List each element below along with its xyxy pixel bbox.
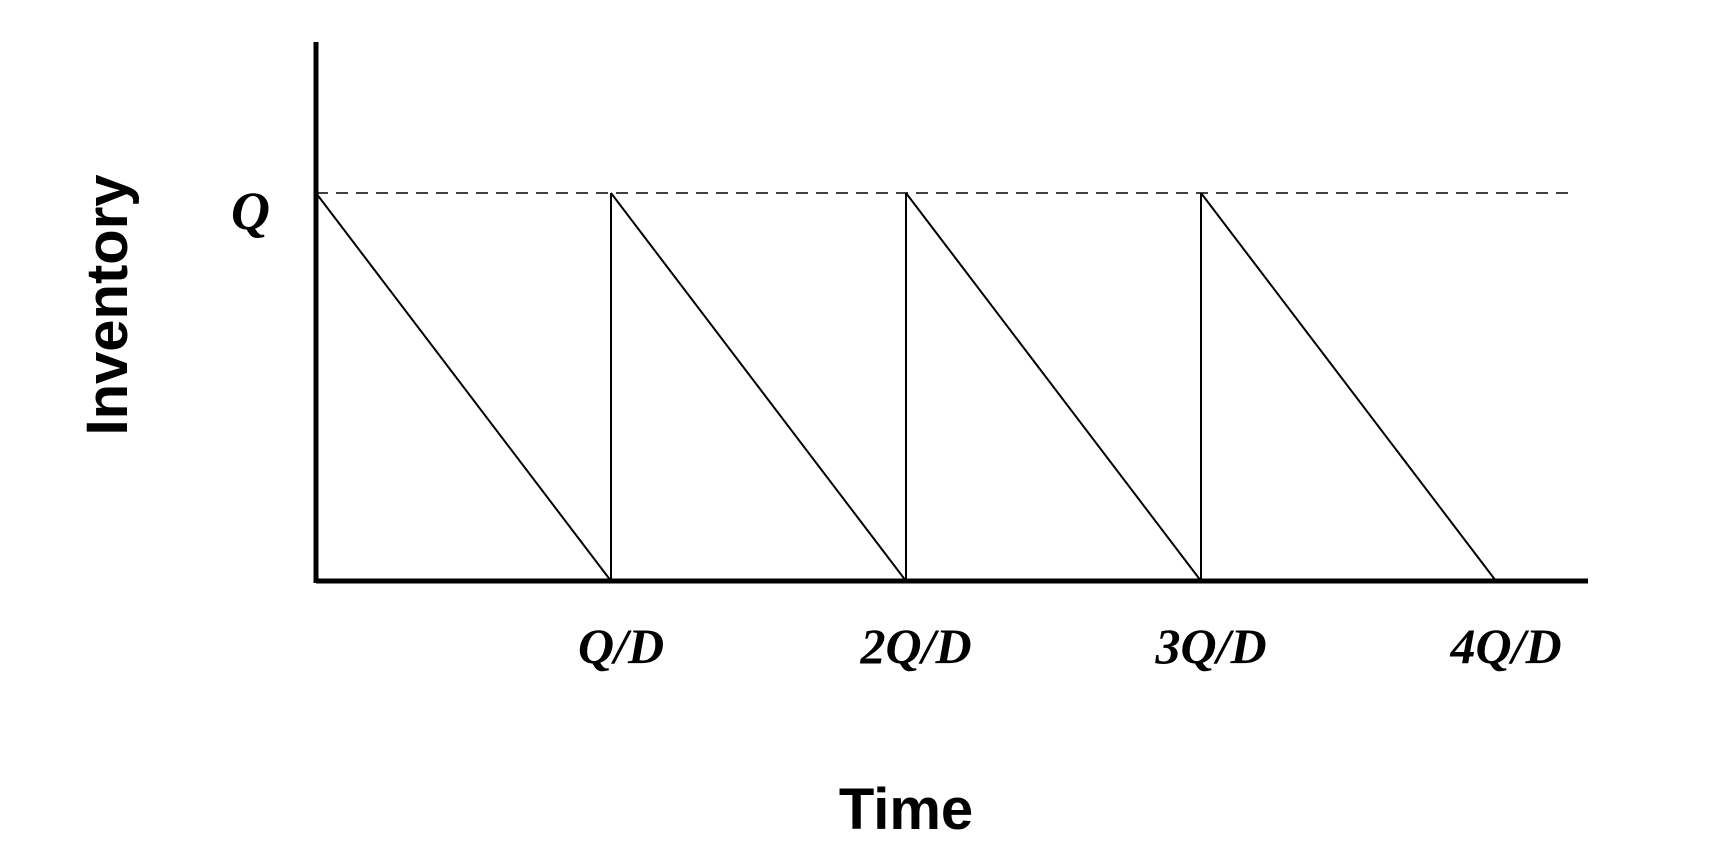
inventory-series (315, 192, 1497, 582)
x-axis-title: Time (839, 777, 973, 842)
series-segment (1200, 192, 1497, 582)
x-tick-label: 2Q/D (859, 618, 971, 674)
y-tick-label: Q (231, 181, 270, 241)
x-tick-labels: Q/D 2Q/D 3Q/D 4Q/D (578, 618, 1562, 674)
series-segment (905, 192, 1202, 582)
y-tick-labels: Q (231, 181, 270, 241)
x-tick-label: Q/D (578, 618, 664, 674)
x-tick-label: 3Q/D (1154, 618, 1266, 674)
series-segment (610, 192, 907, 582)
series-segment (315, 192, 612, 582)
y-axis-title: Inventory (75, 174, 140, 435)
x-tick-label: 4Q/D (1449, 618, 1561, 674)
